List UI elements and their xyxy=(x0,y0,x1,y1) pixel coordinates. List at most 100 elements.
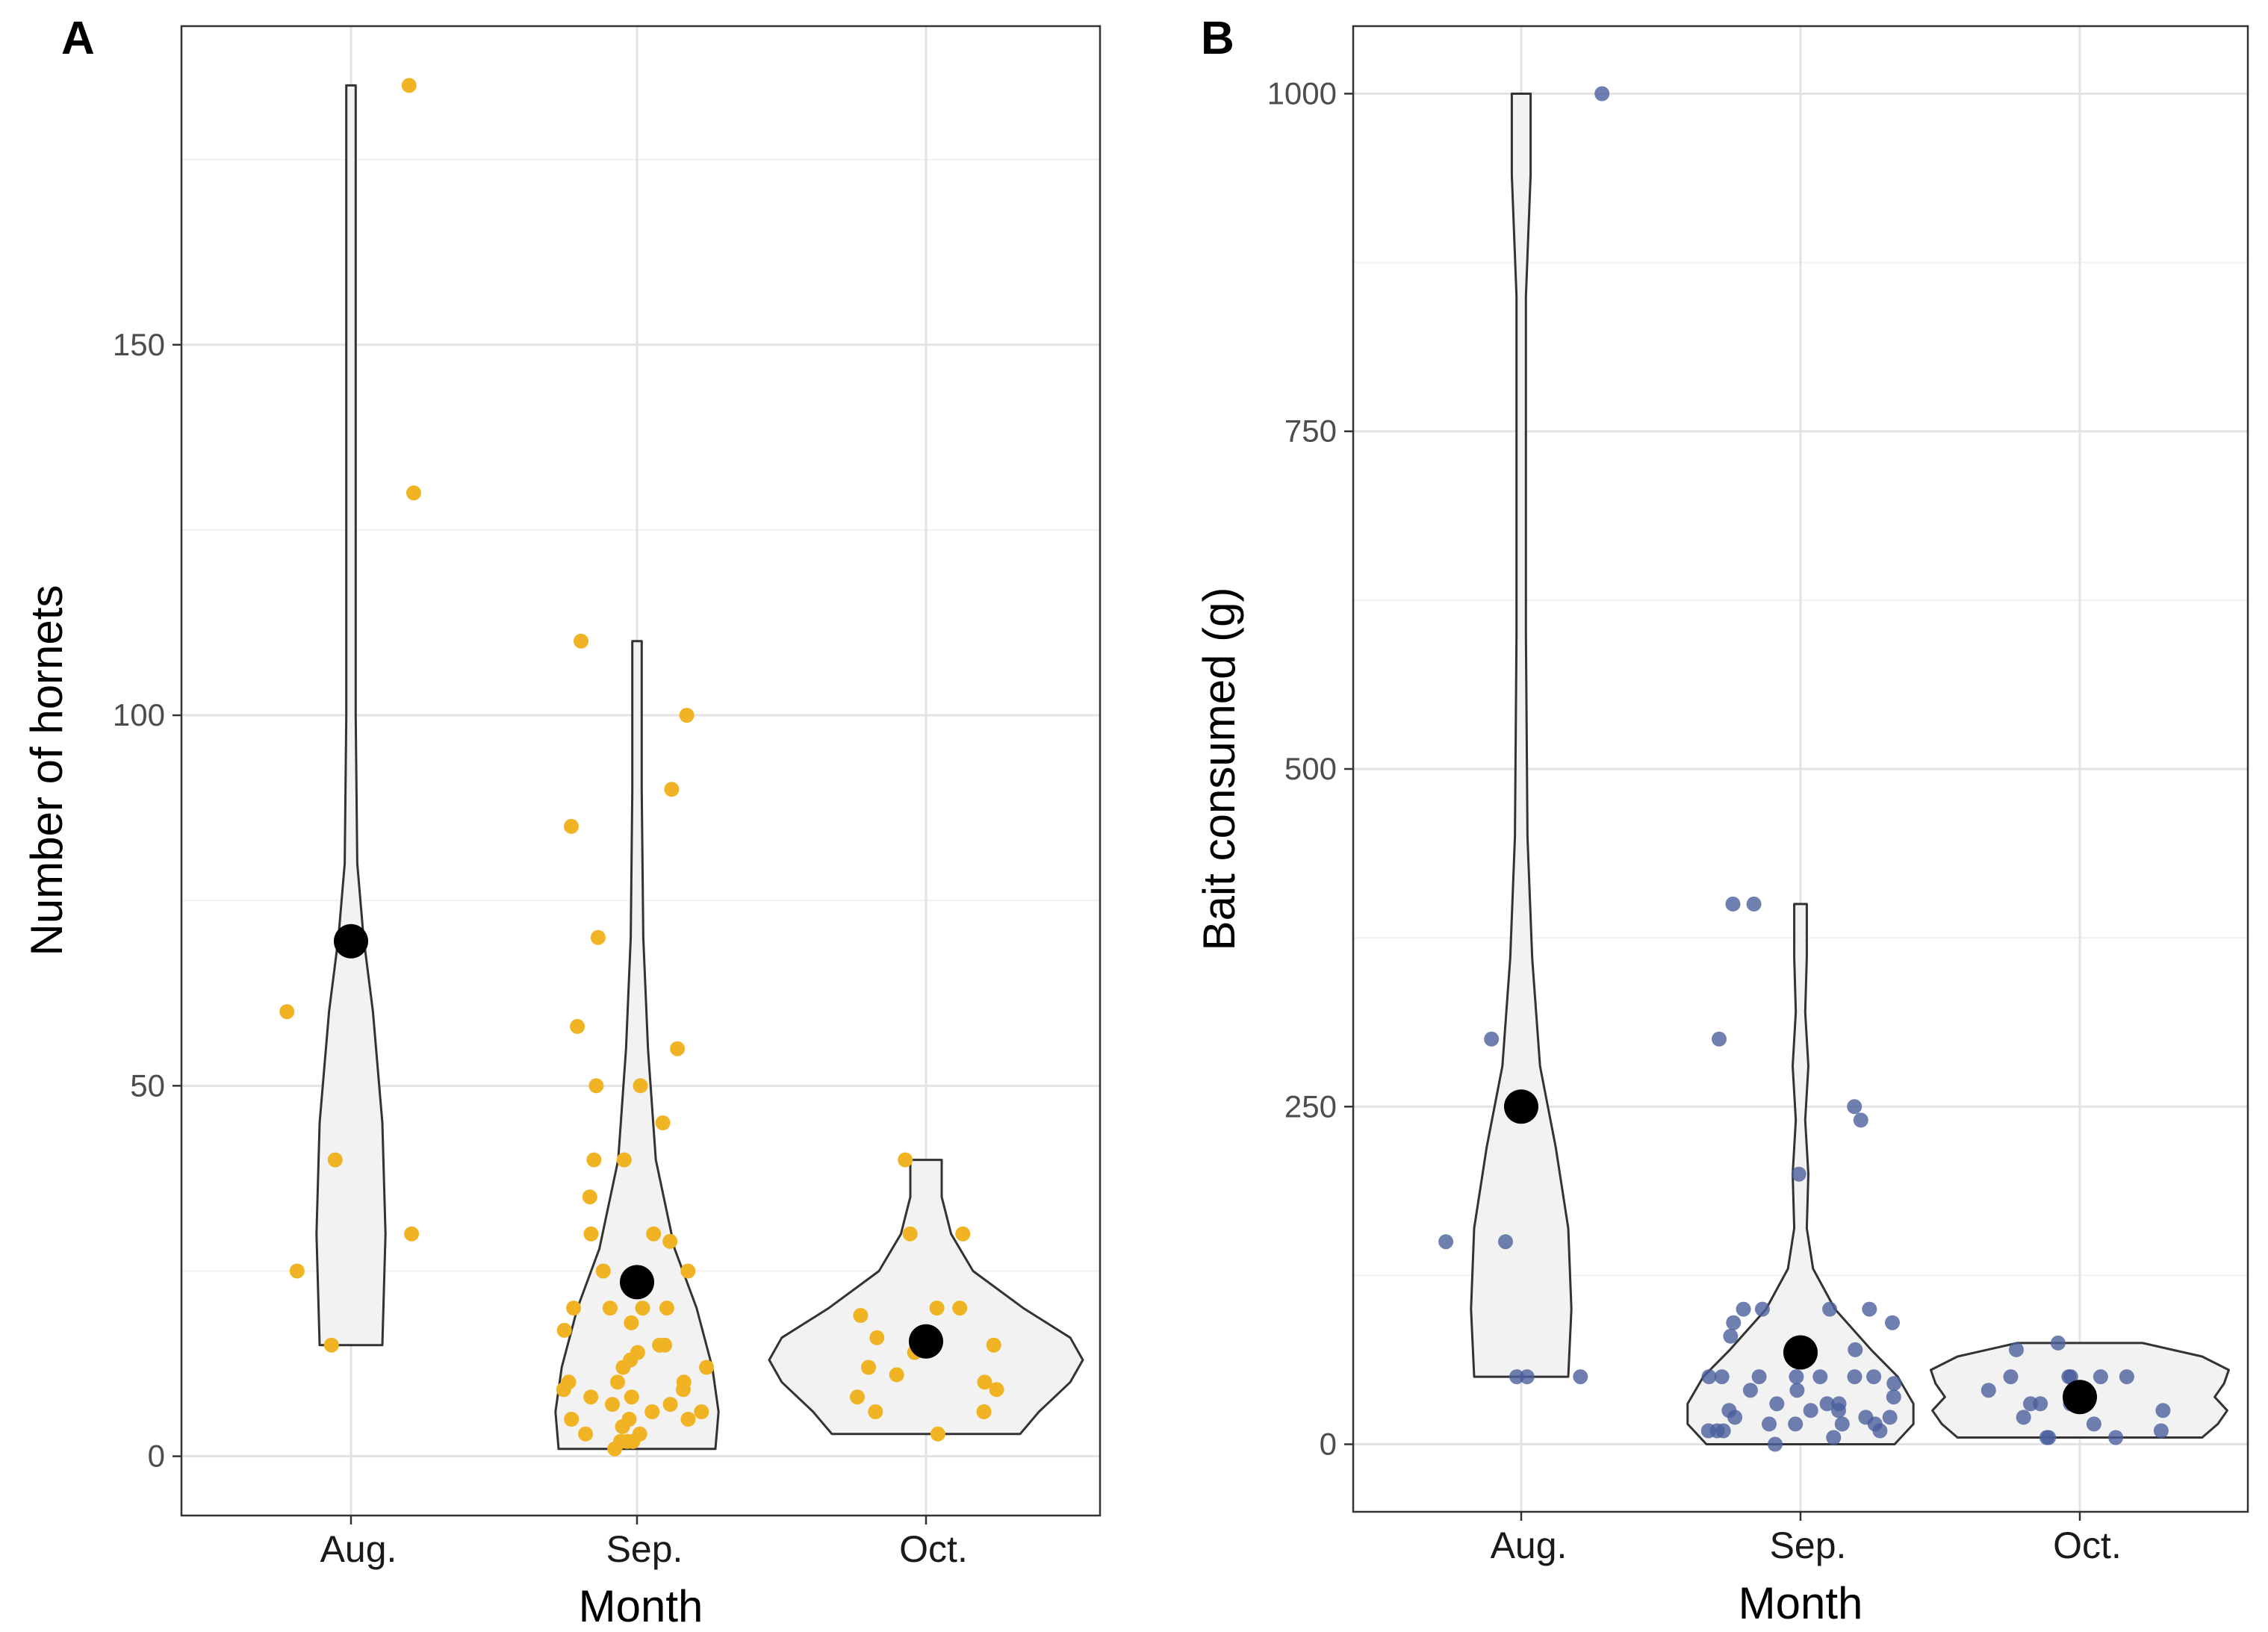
data-point xyxy=(853,1308,869,1323)
mean-point xyxy=(1504,1089,1538,1124)
data-point xyxy=(1736,1301,1751,1317)
data-point xyxy=(1834,1416,1850,1432)
data-point xyxy=(1751,1369,1767,1385)
panel-b: B 0 250 500 750 1000 Aug. Sep. Oct. Month Bait… xyxy=(1194,13,2249,1628)
data-point xyxy=(1762,1416,1777,1432)
panel-b-points xyxy=(1438,86,2171,1452)
panel-b-means xyxy=(1504,1089,2097,1415)
panel-b-x-axis: Aug. Sep. Oct. xyxy=(1491,1512,2122,1566)
data-point xyxy=(644,1404,660,1419)
data-point xyxy=(1727,1410,1743,1425)
data-point xyxy=(1886,1389,1901,1405)
x-tick-label: Aug. xyxy=(1491,1524,1568,1566)
panel-a: A 0 50 100 150 Aug. Sep. Oct. Month Number of… xyxy=(22,13,1102,1631)
data-point xyxy=(2153,1423,2169,1439)
data-point xyxy=(1723,1328,1739,1344)
data-point xyxy=(1712,1031,1727,1047)
data-point xyxy=(2086,1416,2101,1432)
data-point xyxy=(1789,1369,1804,1385)
data-point xyxy=(662,1397,678,1413)
data-point xyxy=(1872,1423,1888,1439)
data-point xyxy=(404,1226,420,1242)
data-point xyxy=(646,1226,662,1242)
panel-a-x-axis: Aug. Sep. Oct. xyxy=(320,1516,968,1570)
data-point xyxy=(625,1433,641,1449)
panel-a-x-axis-title: Month xyxy=(579,1581,703,1631)
data-point xyxy=(406,485,421,501)
data-point xyxy=(556,1322,572,1338)
data-point xyxy=(1498,1234,1513,1250)
y-tick-label: 100 xyxy=(113,697,165,732)
data-point xyxy=(583,1226,599,1242)
data-point xyxy=(1714,1369,1730,1385)
data-point xyxy=(616,1152,632,1168)
data-point xyxy=(657,1337,673,1353)
mean-point xyxy=(334,924,368,959)
y-tick-label: 1000 xyxy=(1267,75,1337,110)
data-point xyxy=(605,1397,620,1413)
data-point xyxy=(1701,1369,1717,1385)
y-tick-label: 0 xyxy=(1320,1427,1337,1462)
x-tick-label: Aug. xyxy=(320,1528,397,1570)
data-point xyxy=(586,1152,602,1168)
data-point xyxy=(1862,1301,1877,1317)
data-point xyxy=(1831,1403,1846,1418)
data-point xyxy=(2016,1410,2031,1425)
mean-point xyxy=(1783,1335,1818,1370)
data-point xyxy=(976,1404,992,1419)
data-point xyxy=(556,1382,571,1398)
data-point xyxy=(607,1441,623,1457)
panel-a-means xyxy=(334,924,943,1359)
data-point xyxy=(615,1360,631,1375)
data-point xyxy=(699,1360,715,1375)
data-point xyxy=(624,1315,639,1330)
violin-aug xyxy=(1470,93,1573,1378)
data-point xyxy=(574,633,588,649)
data-point xyxy=(2119,1369,2134,1385)
data-point xyxy=(2108,1430,2124,1445)
data-point xyxy=(1484,1031,1500,1047)
data-point xyxy=(1886,1376,1902,1392)
data-point xyxy=(1885,1315,1900,1330)
data-point xyxy=(1769,1396,1785,1412)
panel-a-violins xyxy=(315,84,1084,1451)
data-point xyxy=(323,1337,339,1353)
data-point xyxy=(570,1018,585,1034)
data-point xyxy=(1812,1369,1828,1385)
data-point xyxy=(615,1418,630,1434)
data-point xyxy=(1853,1112,1868,1128)
data-point xyxy=(1768,1436,1783,1452)
panel-b-y-axis-title: Bait consumed (g) xyxy=(1194,588,1244,951)
y-tick-label: 250 xyxy=(1284,1088,1337,1124)
data-point xyxy=(989,1382,1004,1398)
panel-a-points xyxy=(279,78,1004,1457)
data-point xyxy=(610,1374,625,1390)
data-point xyxy=(655,1115,671,1130)
data-point xyxy=(662,1233,678,1249)
data-point xyxy=(1709,1423,1725,1439)
x-tick-label: Oct. xyxy=(899,1528,968,1570)
data-point xyxy=(590,929,606,945)
data-point xyxy=(633,1078,648,1094)
data-point xyxy=(1822,1301,1838,1317)
data-point xyxy=(1509,1369,1524,1385)
data-point xyxy=(2009,1342,2024,1357)
x-tick-label: Sep. xyxy=(1770,1524,1847,1566)
data-point xyxy=(1826,1430,1842,1445)
data-point xyxy=(2050,1335,2066,1351)
data-point xyxy=(670,1041,686,1056)
panel-a-label: A xyxy=(61,13,95,64)
data-point xyxy=(582,1189,597,1205)
data-point xyxy=(930,1426,945,1442)
data-point xyxy=(588,1078,604,1094)
data-point xyxy=(955,1226,971,1242)
data-point xyxy=(1438,1234,1454,1250)
data-point xyxy=(566,1301,582,1316)
panel-a-y-axis-title: Number of hornets xyxy=(22,585,72,956)
data-point xyxy=(401,78,417,93)
data-point xyxy=(952,1301,968,1316)
mean-point xyxy=(620,1265,654,1300)
data-point xyxy=(680,1412,696,1427)
y-tick-label: 0 xyxy=(148,1439,165,1474)
